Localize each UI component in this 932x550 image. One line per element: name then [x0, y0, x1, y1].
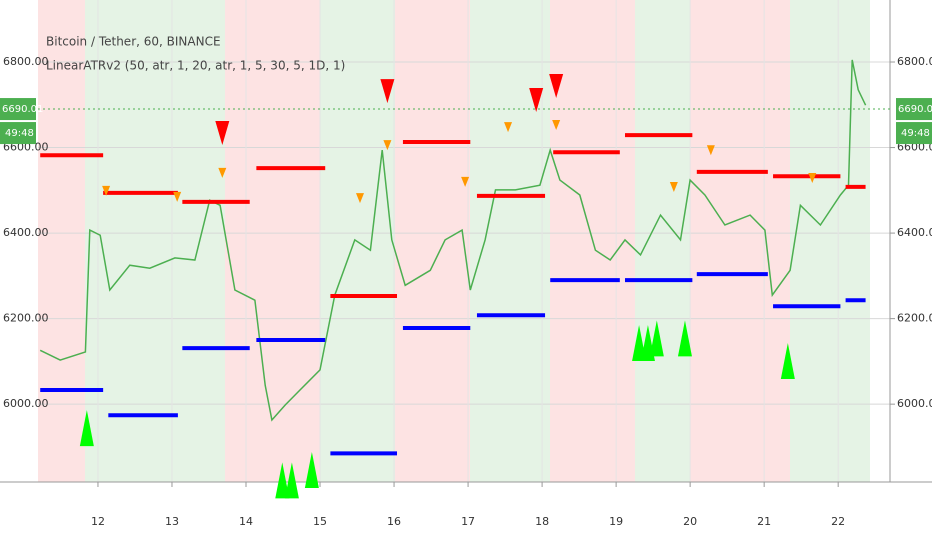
buy-signal	[284, 462, 299, 499]
warning-marker	[102, 185, 111, 196]
x-tick-label: 17	[461, 515, 475, 528]
warning-marker	[706, 145, 715, 156]
buy-signal	[304, 452, 319, 489]
sell-signal	[529, 88, 544, 113]
x-tick-label: 12	[91, 515, 105, 528]
price-badge	[0, 98, 36, 121]
buy-signal	[780, 343, 795, 380]
buy-signal	[677, 320, 692, 357]
sell-signal	[380, 79, 395, 104]
y-tick-label: 6200.00	[3, 312, 49, 325]
buy-signal	[632, 325, 647, 362]
countdown-badge	[0, 122, 36, 145]
x-tick-label: 15	[313, 515, 327, 528]
warning-marker	[808, 173, 817, 184]
x-tick-label: 14	[239, 515, 253, 528]
warning-marker	[461, 176, 470, 187]
band	[38, 0, 85, 482]
x-tick-label: 16	[387, 515, 401, 528]
countdown-label: 49:48	[5, 128, 34, 139]
band	[225, 0, 320, 482]
countdown-badge	[896, 122, 932, 145]
x-tick-label: 19	[609, 515, 623, 528]
buy-signal	[275, 462, 290, 499]
price-badge-label: 6690.01	[898, 104, 932, 115]
y-tick-label: 6400.00	[3, 226, 49, 239]
sell-signal	[215, 120, 230, 145]
chart-title: Bitcoin / Tether, 60, BINANCE	[46, 35, 221, 49]
x-tick-label: 18	[535, 515, 549, 528]
band	[85, 0, 225, 482]
countdown-label: 49:48	[901, 128, 930, 139]
band	[635, 0, 690, 482]
grid	[38, 0, 890, 482]
y-tick-label: 6400.00	[897, 226, 932, 239]
x-tick-label: 20	[683, 515, 697, 528]
y-tick-label: 6000.00	[897, 397, 932, 410]
indicator-label: LinearATRv2 (50, atr, 1, 20, atr, 1, 5, …	[46, 59, 345, 73]
x-tick-label: 21	[757, 515, 771, 528]
buy-signal	[649, 320, 664, 357]
x-tick-label: 22	[831, 515, 845, 528]
warning-marker	[355, 193, 364, 204]
band	[470, 0, 550, 482]
warning-marker	[552, 120, 561, 131]
warning-marker	[383, 140, 392, 151]
y-tick-label: 6800.00	[897, 55, 932, 68]
warning-marker	[504, 122, 513, 133]
price-badge-label: 6690.01	[2, 104, 43, 115]
band	[690, 0, 790, 482]
y-tick-label: 6200.00	[897, 312, 932, 325]
price-line	[39, 59, 867, 422]
buy-signal	[79, 410, 94, 447]
price-badge	[896, 98, 932, 121]
sell-signal	[549, 73, 564, 98]
band	[395, 0, 470, 482]
warning-marker	[669, 182, 678, 193]
y-tick-label: 6800.00	[3, 55, 49, 68]
y-tick-label: 6000.00	[3, 397, 49, 410]
warning-marker	[173, 191, 182, 202]
band	[790, 0, 870, 482]
warning-marker	[218, 167, 227, 178]
x-tick-label: 13	[165, 515, 179, 528]
